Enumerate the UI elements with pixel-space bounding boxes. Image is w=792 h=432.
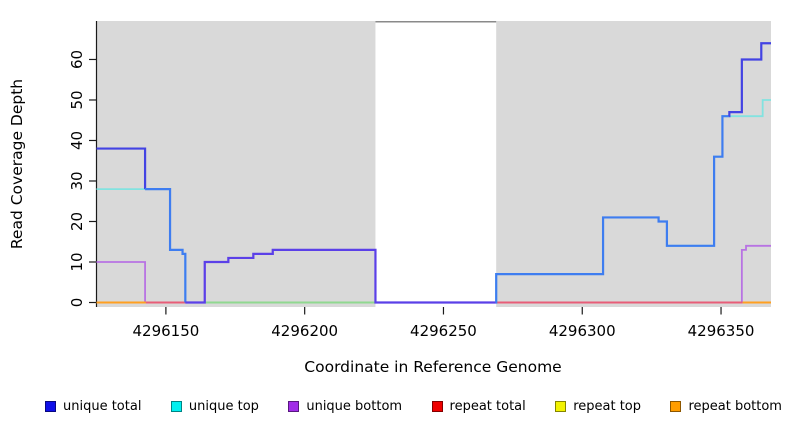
- legend-label-unique-total: unique total: [63, 399, 142, 414]
- y-tick-label: 50: [68, 90, 86, 109]
- legend-label-unique-bottom: unique bottom: [306, 399, 403, 414]
- line-unique-total: [145, 187, 187, 303]
- legend-item-repeat-bottom: repeat bottom: [670, 399, 782, 414]
- y-tick-label: 40: [68, 131, 86, 150]
- y-tick-label: 30: [68, 171, 86, 190]
- legend-swatch-unique-top: [170, 401, 182, 412]
- line-unique-total: [96, 147, 147, 190]
- legend-item-unique-top: unique top: [170, 399, 259, 414]
- plot-svg: 0 10 20 30 40 50 60 4296150 4296200 4296250 429630…: [8, 21, 771, 376]
- y-tick-label: 0: [68, 298, 86, 308]
- x-tick-label: 4296350: [688, 322, 755, 340]
- legend-swatch-repeat-top: [555, 401, 567, 412]
- x-tick-label: 4296250: [410, 322, 477, 340]
- legend-swatch-repeat-bottom: [670, 401, 682, 412]
- line-unique-total: [185, 248, 496, 304]
- line-unique-total: [495, 115, 730, 304]
- y-tick-label: 10: [68, 252, 86, 271]
- legend-label-repeat-top: repeat top: [573, 399, 641, 414]
- x-tick-label: 4296150: [132, 322, 199, 340]
- legend-label-unique-top: unique top: [188, 399, 259, 414]
- legend-swatch-repeat-total: [431, 401, 443, 412]
- legend: unique total unique top unique bottom re…: [45, 399, 782, 414]
- uncovered-region: [375, 21, 497, 307]
- legend-label-repeat-total: repeat total: [449, 399, 526, 414]
- x-tick-label: 4296200: [271, 322, 338, 340]
- y-axis-title: Read Coverage Depth: [8, 79, 26, 249]
- legend-swatch-unique-total: [45, 401, 56, 412]
- legend-item-unique-bottom: unique bottom: [288, 399, 402, 414]
- legend-item-repeat-total: repeat total: [431, 399, 526, 414]
- x-tick-label: 4296300: [549, 322, 616, 340]
- x-axis-title: Coordinate in Reference Genome: [304, 358, 561, 376]
- line-unique-total: [728, 42, 771, 118]
- y-tick-label: 60: [68, 50, 86, 69]
- legend-label-repeat-bottom: repeat bottom: [688, 399, 782, 414]
- legend-swatch-unique-bottom: [288, 401, 300, 412]
- y-tick-label: 20: [68, 212, 86, 231]
- legend-item-repeat-top: repeat top: [555, 399, 641, 414]
- legend-item-unique-total: unique total: [45, 399, 141, 414]
